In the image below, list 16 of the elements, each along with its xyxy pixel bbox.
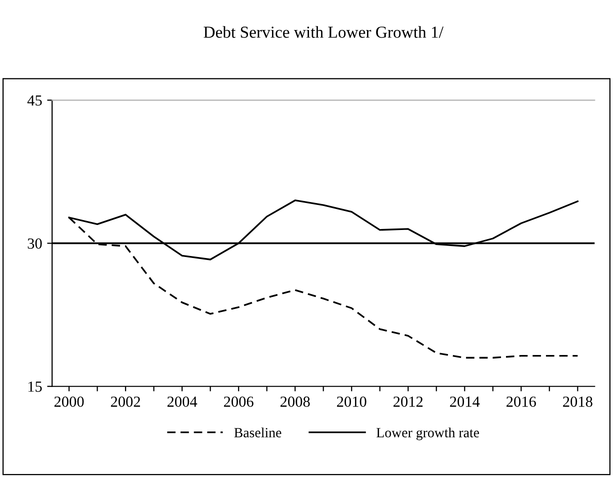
- x-tick-label: 2018: [563, 396, 592, 407]
- x-tick-label: 2008: [280, 396, 310, 407]
- y-tick-label: 45: [27, 95, 42, 106]
- y-tick-label: 30: [28, 238, 42, 249]
- x-tick-label: 2002: [110, 396, 140, 407]
- x-tick-label: 2016: [506, 396, 536, 407]
- x-tick-label: 2014: [450, 396, 480, 407]
- x-tick-label: 2000: [54, 396, 84, 407]
- x-tick-label: 2004: [167, 396, 198, 407]
- legend-label: Lower growth rate: [376, 428, 480, 440]
- chart-title: Debt Service with Lower Growth 1/: [204, 26, 444, 38]
- x-tick-label: 2012: [394, 396, 423, 407]
- x-tick-label: 2006: [224, 396, 254, 407]
- y-tick-label: 15: [28, 382, 42, 392]
- legend-label: Baseline: [234, 428, 282, 438]
- x-tick-label: 2010: [337, 396, 366, 407]
